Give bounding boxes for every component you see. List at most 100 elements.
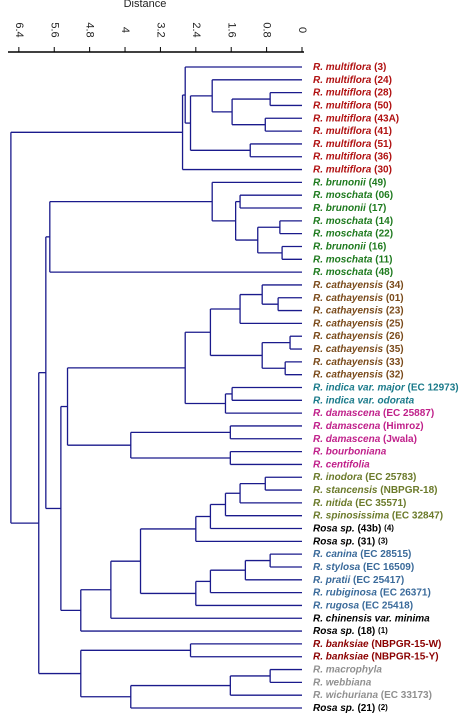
leaf-id: (51) (374, 139, 392, 150)
leaf-id: (21) (357, 703, 375, 714)
leaf-label: Rosa sp. (31) (3) (313, 536, 388, 547)
leaf-id: (3) (374, 62, 386, 73)
leaf-name: R. rubiginosa (313, 587, 377, 598)
leaf-id: (EC 25417) (353, 574, 404, 585)
x-tick-label: 4 (119, 27, 131, 33)
leaf-label: R. stylosa (EC 16509) (313, 562, 414, 573)
leaf-id: (31) (357, 536, 375, 547)
leaf-label: R. cathayensis (25) (313, 318, 404, 329)
leaf-name: R. brunonii (313, 241, 366, 252)
leaf-label: R. cathayensis (23) (313, 305, 404, 316)
leaf-name: R. damascena (313, 408, 381, 419)
leaf-name: R. rugosa (313, 600, 360, 611)
leaf-label: R. macrophyla (313, 664, 382, 675)
leaf-label: R. cathayensis (35) (313, 344, 404, 355)
leaf-id: (17) (369, 203, 387, 214)
leaf-label: R. brunonii (16) (313, 241, 386, 252)
leaf-name: R. multiflora (313, 151, 372, 162)
leaf-id: (06) (375, 190, 393, 201)
leaf-id: (28) (374, 87, 392, 98)
leaf-label: R. multiflora (28) (313, 87, 392, 98)
leaf-id: (18) (357, 626, 375, 637)
leaf-id: (EC 25783) (365, 472, 416, 483)
leaf-name: R. indica var. major (313, 382, 406, 393)
leaf-name: R. chinensis var. minima (313, 613, 430, 624)
leaf-id: (EC 25887) (383, 408, 434, 419)
leaf-name: R. spinosissima (313, 510, 390, 521)
leaf-label: R. rugosa (EC 25418) (313, 600, 413, 611)
leaf-id: (EC 26371) (380, 587, 431, 598)
leaf-label: R. multiflora (41) (313, 126, 392, 137)
leaf-name: R. multiflora (313, 139, 372, 150)
leaf-name: R. moschata (313, 267, 373, 278)
leaf-label: R. bourboniana (313, 446, 387, 457)
leaf-name: R. canina (313, 549, 358, 560)
leaf-name: R. cathayensis (313, 331, 383, 342)
leaf-name: R. macrophyla (313, 664, 382, 675)
leaf-name: R. wichuriana (313, 690, 378, 701)
leaf-id: (EC 16509) (363, 562, 414, 573)
leaf-name: R. centifolia (313, 459, 370, 470)
leaf-label: R. centifolia (313, 459, 370, 470)
x-tick-label: 3.2 (155, 22, 167, 37)
leaf-name: R. cathayensis (313, 369, 383, 380)
leaf-extra: (2) (378, 703, 388, 712)
leaf-name: R. moschata (313, 254, 373, 265)
leaf-name: R. indica var. odorata (313, 395, 415, 406)
leaf-label: R. multiflora (24) (313, 74, 392, 85)
leaf-label: R. multiflora (36) (313, 151, 392, 162)
leaf-id: (16) (369, 241, 387, 252)
leaf-name: R. multiflora (313, 113, 372, 124)
leaf-name: R. banksiae (313, 651, 369, 662)
leaf-id: (11) (375, 254, 392, 265)
leaf-name: R. pratii (313, 574, 350, 585)
leaf-id: (NBPGR-15-W) (371, 639, 441, 650)
leaf-id: (33) (386, 357, 404, 368)
leaf-name: R. stancensis (313, 485, 378, 496)
leaf-name: R. brunonii (313, 203, 366, 214)
leaf-name: R. stylosa (313, 562, 361, 573)
leaf-id: (EC 28515) (360, 549, 411, 560)
leaf-name: R. damascena (313, 421, 381, 432)
leaf-name: R. cathayensis (313, 357, 383, 368)
leaf-id: (EC 33173) (381, 690, 432, 701)
x-tick-label: 6.4 (13, 22, 25, 37)
leaf-label: R. moschata (11) (313, 254, 392, 265)
leaf-name: R. moschata (313, 190, 373, 201)
leaf-id: (25) (386, 318, 404, 329)
leaf-name: R. multiflora (313, 126, 372, 137)
leaf-label: R. moschata (48) (313, 267, 393, 278)
leaf-id: (24) (374, 74, 392, 85)
leaf-label: R. moschata (22) (313, 228, 393, 239)
leaf-id: (34) (386, 280, 404, 291)
leaf-extra: (3) (378, 536, 388, 545)
leaf-name: R. bourboniana (313, 446, 387, 457)
leaf-id: (30) (374, 164, 392, 175)
leaf-id: (EC 12973) (408, 382, 459, 393)
leaf-name: Rosa sp. (313, 703, 355, 714)
leaf-name: R. brunonii (313, 177, 366, 188)
leaf-name: R. multiflora (313, 164, 372, 175)
leaf-label: R. wichuriana (EC 33173) (313, 690, 432, 701)
leaf-name: R. multiflora (313, 100, 372, 111)
leaf-id: (Jwala) (383, 433, 417, 444)
leaf-label: R. cathayensis (33) (313, 357, 404, 368)
leaf-id: (32) (386, 369, 404, 380)
leaf-label: Rosa sp. (21) (2) (313, 703, 388, 714)
leaf-id: (NBPGR-15-Y) (371, 651, 438, 662)
leaf-id: (41) (374, 126, 392, 137)
leaf-id: (50) (374, 100, 392, 111)
leaf-name: Rosa sp. (313, 626, 355, 637)
leaf-label: R. damascena (Himroz) (313, 421, 424, 432)
leaf-name: Rosa sp. (313, 536, 355, 547)
leaf-name: R. cathayensis (313, 318, 383, 329)
leaf-id: (36) (374, 151, 392, 162)
leaf-id: (35) (386, 344, 404, 355)
x-tick-label: 2.4 (190, 22, 202, 37)
leaf-id: (22) (375, 228, 393, 239)
leaf-label: R. multiflora (30) (313, 164, 392, 175)
leaf-name: Rosa sp. (313, 523, 355, 534)
leaf-id: (01) (386, 292, 404, 303)
leaf-label: R. cathayensis (01) (313, 292, 404, 303)
